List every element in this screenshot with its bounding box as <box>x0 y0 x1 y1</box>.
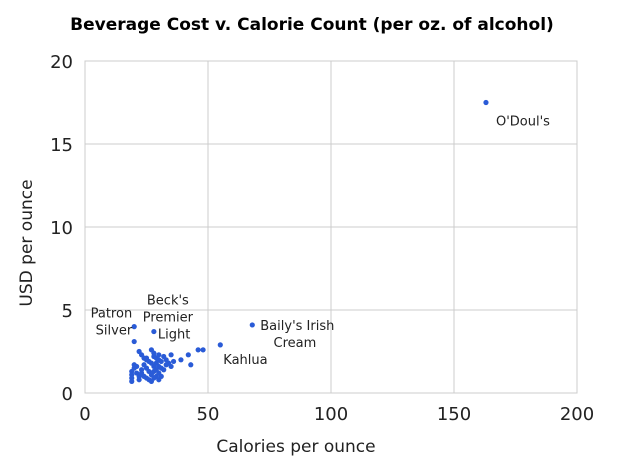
y-tick-label: 15 <box>50 135 73 156</box>
point-label: Silver <box>96 324 133 339</box>
point-label: Patron <box>91 307 133 322</box>
x-tick-label: 0 <box>79 404 90 425</box>
point-label: Light <box>158 328 190 343</box>
x-tick-label: 100 <box>314 404 348 425</box>
data-point <box>200 347 206 353</box>
x-axis-label: Calories per ounce <box>216 437 375 457</box>
data-point <box>148 360 155 366</box>
data-point <box>158 358 164 365</box>
data-point <box>136 377 142 383</box>
chart-title: Beverage Cost v. Calorie Count (per oz. … <box>70 15 554 35</box>
point-label: Premier <box>143 311 194 326</box>
data-point <box>249 322 255 328</box>
data-point <box>185 352 191 358</box>
y-axis-label: USD per ounce <box>17 179 37 306</box>
point-label: Cream <box>274 336 317 351</box>
data-point <box>217 342 223 348</box>
data-point <box>158 373 164 379</box>
data-point <box>178 357 184 363</box>
x-tick-label: 50 <box>197 404 220 425</box>
data-point <box>168 363 174 370</box>
data-point <box>163 362 169 368</box>
data-point <box>156 352 162 358</box>
y-tick-label: 20 <box>50 52 73 73</box>
data-point <box>129 378 135 384</box>
data-point <box>195 347 201 353</box>
point-label: Baily's Irish <box>260 319 334 334</box>
data-point <box>170 358 177 365</box>
data-point <box>161 367 167 373</box>
point-label: O'Doul's <box>496 115 550 130</box>
y-tick-label: 10 <box>50 218 73 239</box>
data-point <box>188 362 194 368</box>
data-point <box>151 328 157 335</box>
data-point <box>483 99 489 106</box>
x-tick-label: 150 <box>437 404 471 425</box>
y-tick-label: 5 <box>62 301 73 322</box>
point-label: Kahlua <box>223 353 267 368</box>
data-point <box>153 367 159 373</box>
y-tick-label: 0 <box>62 384 73 405</box>
data-point <box>134 363 140 370</box>
point-label: Beck's <box>147 294 189 309</box>
data-point <box>143 355 150 361</box>
data-point <box>131 324 137 330</box>
data-point <box>168 352 174 358</box>
data-point <box>131 338 137 345</box>
x-tick-label: 200 <box>560 404 594 425</box>
